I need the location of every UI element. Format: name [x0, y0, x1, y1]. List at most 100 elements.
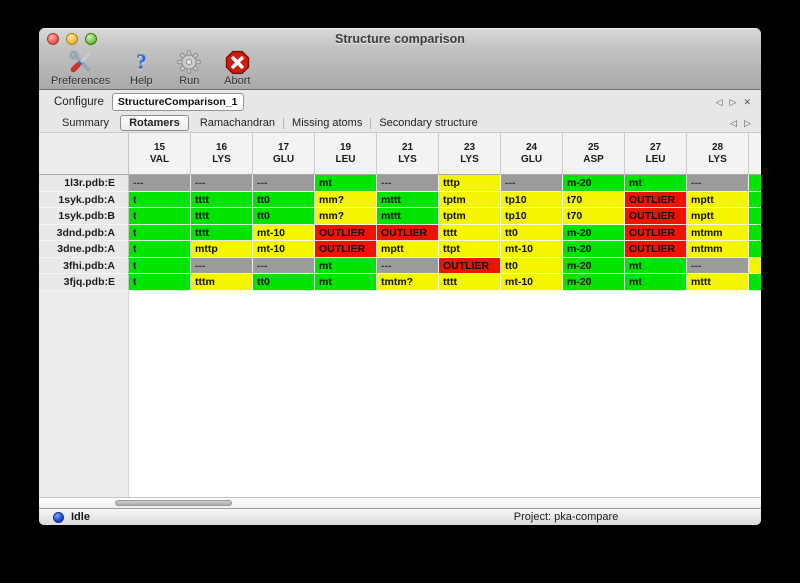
- rotamer-cell[interactable]: tttp: [439, 175, 501, 192]
- rotamer-cell[interactable]: ---: [687, 257, 749, 274]
- preferences-button[interactable]: Preferences: [51, 49, 110, 87]
- scrollbar-thumb[interactable]: [115, 500, 232, 506]
- rotamer-cell[interactable]: OUTLIER: [625, 208, 687, 225]
- rotamer-cell[interactable]: tttt: [439, 224, 501, 241]
- rotamer-cell[interactable]: t70: [563, 191, 625, 208]
- rotamer-cell[interactable]: t: [129, 208, 191, 225]
- rotamer-cell[interactable]: m-20: [563, 175, 625, 192]
- column-header-17[interactable]: 17 GLU: [253, 133, 315, 175]
- prev-configure-icon[interactable]: ◁: [715, 96, 723, 107]
- help-button[interactable]: ? Help: [124, 49, 158, 88]
- rotamer-cell[interactable]: mt: [625, 274, 687, 291]
- tab-secondary-structure[interactable]: Secondary structure: [379, 117, 478, 129]
- abort-button[interactable]: Abort: [220, 49, 254, 87]
- rotamer-cell[interactable]: mt-10: [253, 224, 315, 241]
- rotamer-cell[interactable]: mptt: [687, 191, 749, 208]
- column-header-23[interactable]: 23 LYS: [439, 133, 501, 175]
- prev-tab-icon[interactable]: ◁: [730, 117, 738, 128]
- rotamer-cell[interactable]: mptt: [687, 208, 749, 225]
- rotamer-cell[interactable]: mt: [625, 257, 687, 274]
- rotamer-cell[interactable]: ---: [253, 175, 315, 192]
- rotamer-cell[interactable]: tt0: [253, 274, 315, 291]
- tab-missing-atoms[interactable]: Missing atoms: [292, 117, 363, 129]
- column-header-28[interactable]: 28 LYS: [687, 133, 749, 175]
- rotamer-cell[interactable]: tp10: [501, 208, 563, 225]
- rotamer-cell[interactable]: mtmm: [687, 241, 749, 258]
- rotamer-cell[interactable]: m-20: [563, 224, 625, 241]
- rotamer-cell[interactable]: t: [129, 224, 191, 241]
- rotamer-cell[interactable]: mt-10: [501, 241, 563, 258]
- rotamer-cell[interactable]: OUTLIER: [315, 241, 377, 258]
- rotamer-cell[interactable]: tt0: [253, 208, 315, 225]
- column-header-27[interactable]: 27 LEU: [625, 133, 687, 175]
- rotamer-cell[interactable]: mt: [315, 257, 377, 274]
- rotamer-cell[interactable]: mm?: [315, 191, 377, 208]
- rotamer-cell[interactable]: OUTLIER: [377, 224, 439, 241]
- rotamer-cell[interactable]: mtmm: [687, 224, 749, 241]
- rotamer-cell[interactable]: t: [129, 274, 191, 291]
- row-label[interactable]: 3dne.pdb:A: [39, 241, 129, 258]
- rotamer-cell[interactable]: tttt: [191, 208, 253, 225]
- rotamer-cell[interactable]: ---: [501, 175, 563, 192]
- rotamer-cell[interactable]: ---: [377, 175, 439, 192]
- rotamer-cell[interactable]: ---: [253, 257, 315, 274]
- tab-ramachandran[interactable]: Ramachandran: [199, 117, 276, 129]
- rotamer-cell[interactable]: mm?: [315, 208, 377, 225]
- rotamer-cell[interactable]: ---: [129, 175, 191, 192]
- run-button[interactable]: Run: [172, 49, 206, 87]
- close-configure-icon[interactable]: ✕: [743, 96, 751, 107]
- row-label[interactable]: 1l3r.pdb:E: [39, 175, 129, 192]
- rotamer-cell[interactable]: mt-10: [501, 274, 563, 291]
- rotamer-cell[interactable]: mt: [315, 175, 377, 192]
- tab-summary[interactable]: Summary: [62, 117, 110, 129]
- minimize-button[interactable]: [66, 33, 78, 45]
- row-label[interactable]: 1syk.pdb:A: [39, 191, 129, 208]
- rotamer-cell[interactable]: m-20: [563, 274, 625, 291]
- rotamer-cell[interactable]: tptm: [439, 191, 501, 208]
- rotamer-cell[interactable]: ttpt: [439, 241, 501, 258]
- column-header-21[interactable]: 21 LYS: [377, 133, 439, 175]
- rotamer-cell[interactable]: mttt: [377, 208, 439, 225]
- tab-rotamers[interactable]: Rotamers: [120, 115, 189, 131]
- rotamer-cell[interactable]: tttm: [191, 274, 253, 291]
- column-header-19[interactable]: 19 LEU: [315, 133, 377, 175]
- rotamer-cell[interactable]: m-20: [563, 257, 625, 274]
- rotamer-cell[interactable]: t: [129, 257, 191, 274]
- rotamer-cell[interactable]: OUTLIER: [625, 241, 687, 258]
- rotamer-cell[interactable]: OUTLIER: [439, 257, 501, 274]
- next-tab-icon[interactable]: ▷: [744, 117, 751, 128]
- rotamer-cell[interactable]: ---: [687, 175, 749, 192]
- row-label[interactable]: 3dnd.pdb:A: [39, 224, 129, 241]
- rotamer-cell[interactable]: OUTLIER: [625, 191, 687, 208]
- rotamer-cell[interactable]: ---: [377, 257, 439, 274]
- rotamer-cell[interactable]: OUTLIER: [315, 224, 377, 241]
- rotamer-cell[interactable]: mt: [315, 274, 377, 291]
- rotamer-cell[interactable]: tp10: [501, 191, 563, 208]
- rotamer-cell[interactable]: ---: [191, 257, 253, 274]
- zoom-button[interactable]: [85, 33, 97, 45]
- rotamer-cell[interactable]: OUTLIER: [625, 224, 687, 241]
- rotamer-cell[interactable]: t: [129, 191, 191, 208]
- row-label[interactable]: 3fjq.pdb:E: [39, 274, 129, 291]
- rotamer-cell[interactable]: t: [129, 241, 191, 258]
- rotamer-cell[interactable]: tttt: [191, 191, 253, 208]
- rotamer-cell[interactable]: tttt: [439, 274, 501, 291]
- column-header-24[interactable]: 24 GLU: [501, 133, 563, 175]
- rotamer-cell[interactable]: t70: [563, 208, 625, 225]
- rotamer-cell[interactable]: tptm: [439, 208, 501, 225]
- configure-name-field[interactable]: StructureComparison_1: [111, 93, 244, 111]
- rotamer-cell[interactable]: tmtm?: [377, 274, 439, 291]
- rotamer-cell[interactable]: mt-10: [253, 241, 315, 258]
- titlebar[interactable]: Structure comparison: [39, 28, 761, 48]
- rotamer-cell[interactable]: mptt: [377, 241, 439, 258]
- horizontal-scrollbar[interactable]: [39, 497, 761, 508]
- rotamer-cell[interactable]: ---: [191, 175, 253, 192]
- rotamer-cell[interactable]: mttp: [191, 241, 253, 258]
- rotamer-cell[interactable]: tt0: [501, 257, 563, 274]
- close-button[interactable]: [47, 33, 59, 45]
- rotamer-cell[interactable]: mt: [625, 175, 687, 192]
- column-header-15[interactable]: 15 VAL: [129, 133, 191, 175]
- rotamer-cell[interactable]: tt0: [501, 224, 563, 241]
- rotamer-cell[interactable]: m-20: [563, 241, 625, 258]
- next-configure-icon[interactable]: ▷: [729, 96, 737, 107]
